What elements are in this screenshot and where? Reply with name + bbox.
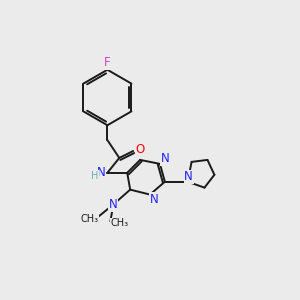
Text: O: O [136, 142, 145, 155]
Text: N: N [109, 198, 118, 211]
Text: N: N [184, 170, 193, 183]
Text: CH₃: CH₃ [80, 214, 99, 224]
Text: CH₃: CH₃ [110, 218, 128, 228]
Text: N: N [160, 152, 169, 165]
Text: H: H [91, 171, 98, 181]
Text: N: N [97, 166, 106, 179]
Text: F: F [104, 56, 111, 69]
Text: N: N [150, 193, 158, 206]
